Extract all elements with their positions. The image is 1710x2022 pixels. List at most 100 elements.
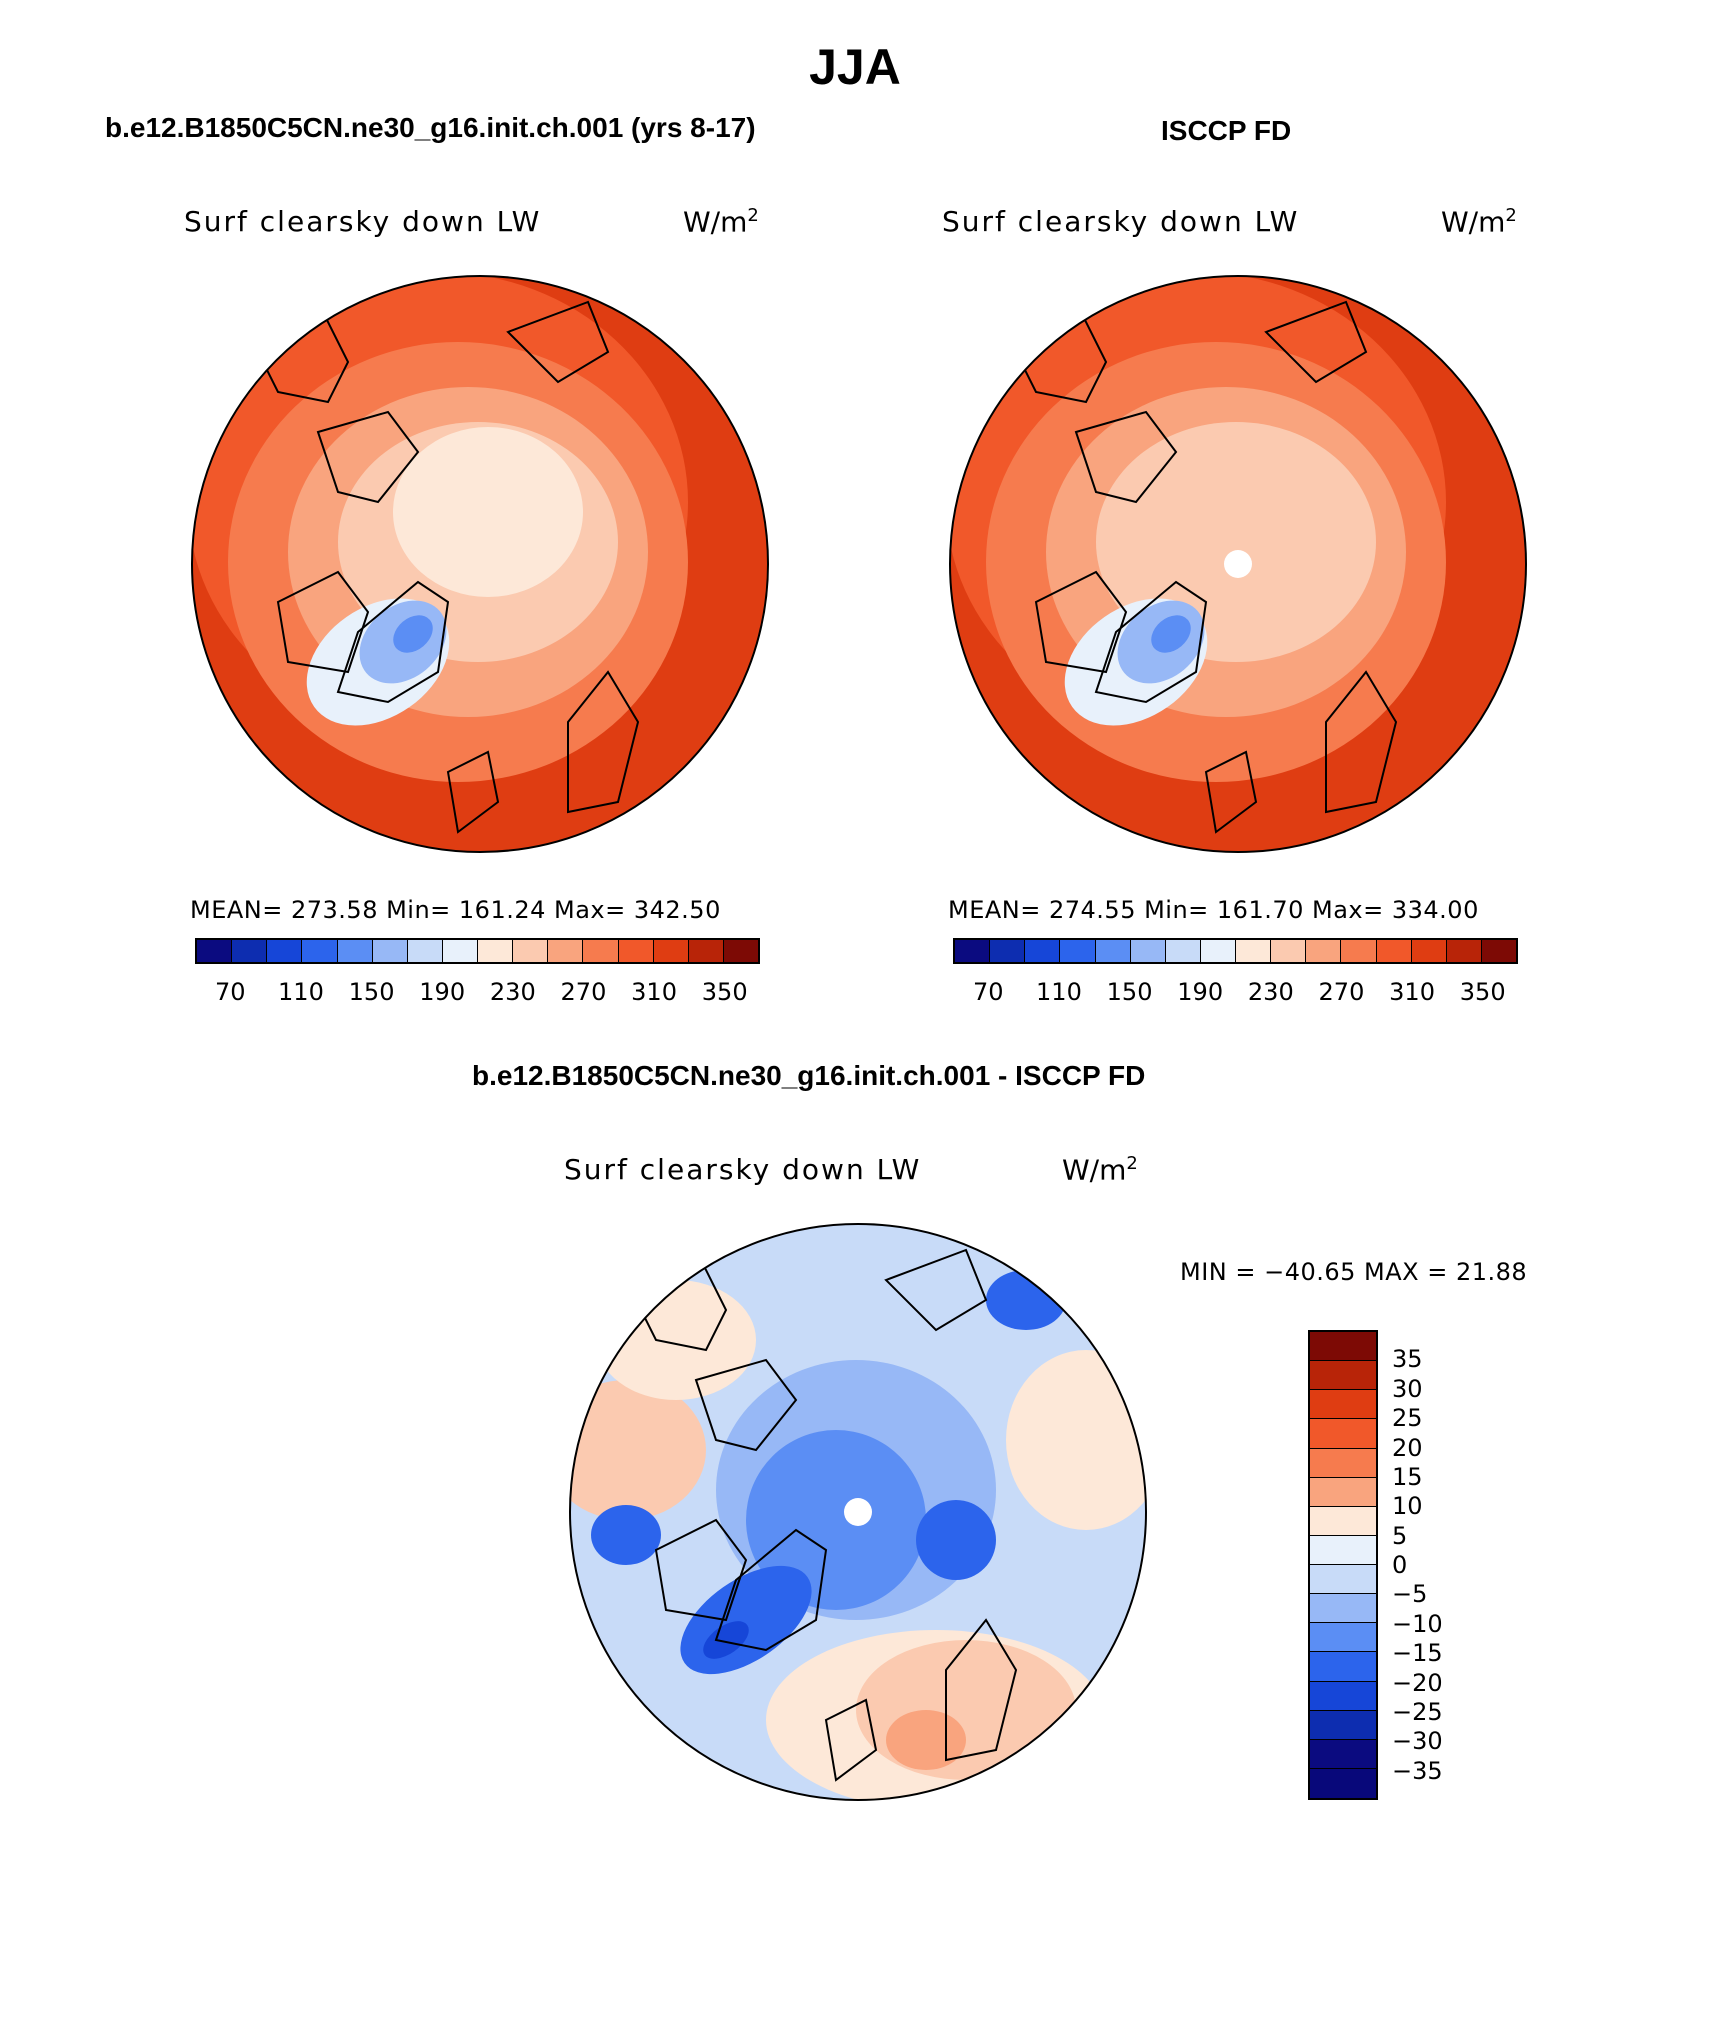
colorbar-swatch (1310, 1477, 1376, 1507)
colorbar-tick-label: 310 (1389, 978, 1435, 1006)
colorbar-tick-label: 350 (701, 978, 748, 1006)
figure-title: JJA (809, 39, 901, 95)
colorbar-tick-label: −35 (1392, 1756, 1443, 1785)
colorbar-swatch (302, 940, 338, 962)
diff-colorbar (1308, 1330, 1378, 1800)
obs-colorbar (953, 938, 1518, 964)
colorbar-swatch (1310, 1506, 1376, 1536)
model-field-label: Surf clearsky down LW (184, 205, 542, 238)
colorbar-tick-label: 15 (1392, 1462, 1423, 1491)
colorbar-swatch (583, 940, 619, 962)
colorbar-swatch (1376, 940, 1412, 962)
colorbar-swatch (1310, 1332, 1376, 1362)
diff-units: W/m2 (1062, 1153, 1138, 1187)
model-colorbar (195, 938, 760, 964)
colorbar-swatch (1310, 1623, 1376, 1653)
colorbar-swatch (688, 940, 724, 962)
colorbar-swatch (1341, 940, 1377, 962)
colorbar-tick-label: 110 (1036, 978, 1082, 1006)
colorbar-swatch (1310, 1448, 1376, 1478)
obs-panel-title: ISCCP FD (1161, 115, 1292, 146)
colorbar-tick-label: 25 (1392, 1404, 1423, 1433)
colorbar-swatch (1446, 940, 1482, 962)
colorbar-tick-label: −15 (1392, 1639, 1443, 1668)
colorbar-swatch (442, 940, 478, 962)
model-stats: MEAN= 273.58 Min= 161.24 Max= 342.50 (190, 896, 721, 924)
colorbar-swatch (1165, 940, 1201, 962)
diff-polar-map (569, 1223, 1147, 1801)
colorbar-tick-label: 70 (973, 978, 1004, 1006)
colorbar-swatch (337, 940, 373, 962)
colorbar-swatch (1310, 1565, 1376, 1595)
colorbar-swatch (1025, 940, 1061, 962)
colorbar-tick-label: 270 (560, 978, 607, 1006)
obs-colorbar-labels: 70 110 150 190 230 270 310 350 (953, 978, 1518, 1008)
colorbar-swatch (197, 940, 233, 962)
colorbar-swatch (618, 940, 654, 962)
colorbar-swatch (1310, 1419, 1376, 1449)
colorbar-tick-label: 35 (1392, 1345, 1423, 1374)
colorbar-tick-label: −30 (1392, 1727, 1443, 1756)
colorbar-tick-label: −5 (1392, 1580, 1428, 1609)
colorbar-tick-label: 310 (631, 978, 677, 1006)
colorbar-swatch (1306, 940, 1342, 962)
colorbar-swatch (653, 940, 689, 962)
obs-stats: MEAN= 274.55 Min= 161.70 Max= 334.00 (948, 896, 1479, 924)
colorbar-swatch (1310, 1535, 1376, 1565)
colorbar-swatch (1095, 940, 1131, 962)
colorbar-swatch (548, 940, 584, 962)
colorbar-swatch (1411, 940, 1447, 962)
colorbar-swatch (513, 940, 549, 962)
colorbar-swatch (1310, 1739, 1376, 1769)
colorbar-tick-label: 30 (1392, 1374, 1423, 1403)
colorbar-tick-label: −20 (1392, 1668, 1443, 1697)
colorbar-swatch (1481, 940, 1516, 962)
colorbar-swatch (1310, 1361, 1376, 1391)
colorbar-tick-label: 150 (348, 978, 395, 1006)
colorbar-swatch (955, 940, 991, 962)
colorbar-swatch (1310, 1681, 1376, 1711)
colorbar-swatch (723, 940, 758, 962)
colorbar-swatch (1310, 1594, 1376, 1624)
colorbar-swatch (1130, 940, 1166, 962)
colorbar-swatch (1310, 1652, 1376, 1682)
colorbar-tick-label: 190 (1177, 978, 1224, 1006)
colorbar-swatch (990, 940, 1026, 962)
obs-field-label: Surf clearsky down LW (942, 205, 1300, 238)
colorbar-swatch (1236, 940, 1272, 962)
colorbar-tick-label: 230 (1247, 978, 1294, 1006)
colorbar-swatch (1310, 1390, 1376, 1420)
colorbar-swatch (1200, 940, 1236, 962)
colorbar-swatch (372, 940, 408, 962)
diff-panel-title: b.e12.B1850C5CN.ne30_g16.init.ch.001 - I… (472, 1060, 1146, 1091)
colorbar-tick-label: 110 (278, 978, 324, 1006)
colorbar-tick-label: 10 (1392, 1492, 1423, 1521)
colorbar-swatch (1310, 1768, 1376, 1798)
colorbar-tick-label: 0 (1392, 1551, 1408, 1579)
model-colorbar-labels: 70 110 150 190 230 270 310 350 (195, 978, 760, 1008)
colorbar-tick-label: 70 (215, 978, 246, 1006)
colorbar-tick-label: 350 (1459, 978, 1506, 1006)
colorbar-swatch (478, 940, 514, 962)
colorbar-swatch (1060, 940, 1096, 962)
colorbar-tick-label: 20 (1392, 1433, 1423, 1462)
colorbar-tick-label: 190 (419, 978, 466, 1006)
colorbar-tick-label: 230 (489, 978, 536, 1006)
diff-colorbar-labels: 35 30 25 20 15 10 5 0 −5 −10 −15 −20 −25 −30 −35 (1392, 1330, 1472, 1800)
colorbar-swatch (407, 940, 443, 962)
colorbar-swatch (267, 940, 303, 962)
obs-units: W/m2 (1441, 205, 1517, 239)
colorbar-tick-label: 150 (1106, 978, 1153, 1006)
colorbar-swatch (232, 940, 268, 962)
model-polar-map (191, 275, 769, 853)
colorbar-tick-label: 270 (1318, 978, 1365, 1006)
obs-polar-map (949, 275, 1527, 853)
diff-field-label: Surf clearsky down LW (564, 1153, 922, 1186)
diff-stats: MIN = −40.65 MAX = 21.88 (1180, 1258, 1528, 1286)
colorbar-swatch (1310, 1710, 1376, 1740)
colorbar-tick-label: 5 (1392, 1521, 1408, 1550)
colorbar-tick-label: −10 (1392, 1609, 1443, 1638)
model-panel-title: b.e12.B1850C5CN.ne30_g16.init.ch.001 (yr… (105, 112, 756, 143)
colorbar-tick-label: −25 (1392, 1697, 1443, 1726)
model-units: W/m2 (683, 205, 759, 239)
